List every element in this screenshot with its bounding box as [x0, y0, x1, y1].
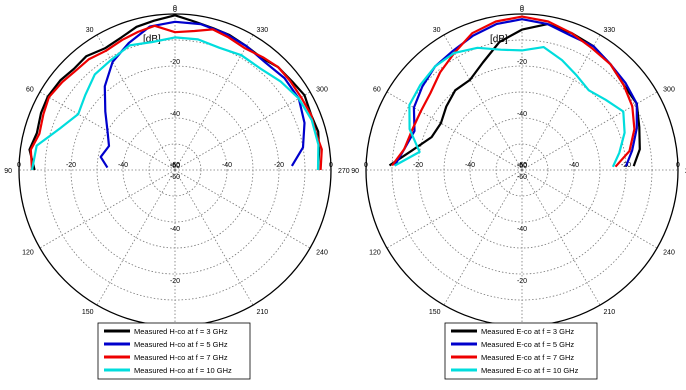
angle-tick-label: 30	[86, 27, 94, 34]
radial-tick-label: -40	[569, 162, 579, 169]
series-line	[393, 18, 638, 167]
legend-entry: Measured E-co at f = 3 GHz	[481, 327, 574, 336]
legend-entry: Measured E-co at f = 10 GHz	[481, 366, 579, 375]
grid-spoke	[521, 169, 601, 306]
angle-tick-label: 240	[663, 250, 675, 257]
angle-tick-label: 330	[257, 27, 269, 34]
angle-tick-label: 60	[373, 87, 381, 94]
radial-tick-label: -60	[517, 162, 527, 169]
radial-tick-label: -20	[170, 59, 180, 66]
radial-tick-label: -40	[222, 162, 232, 169]
grid-ring	[70, 65, 280, 275]
grid-spoke	[521, 169, 658, 249]
radial-tick-label: 0	[329, 162, 333, 169]
legend-entry: Measured E-co at f = 7 GHz	[481, 353, 574, 362]
radial-tick-label: -40	[517, 226, 527, 233]
radial-tick-label: 0	[676, 162, 680, 169]
angle-tick-label: 210	[604, 309, 616, 316]
radial-tick-label: -40	[170, 226, 180, 233]
grid-spoke	[386, 169, 523, 249]
radial-tick-label: -20	[517, 278, 527, 285]
angle-tick-label: 150	[429, 309, 441, 316]
radial-tick-label: -60	[170, 162, 180, 169]
radial-tick-label: 0	[17, 162, 21, 169]
radial-tick-label: -60	[170, 174, 180, 181]
radial-tick-label: -40	[170, 111, 180, 118]
polar-chart-2: 03060901201501802102402703003300000-20-2…	[351, 5, 686, 380]
grid-ring	[417, 65, 627, 275]
angle-tick-label: 90	[351, 168, 359, 175]
series-line	[28, 14, 321, 171]
radial-tick-label: -60	[517, 163, 527, 170]
angle-tick-label: 330	[604, 27, 616, 34]
angle-tick-label: 90	[4, 168, 12, 175]
angle-tick-label: 60	[26, 87, 34, 94]
radial-tick-label: -40	[465, 162, 475, 169]
radial-tick-label: -20	[170, 278, 180, 285]
angle-tick-label: 300	[316, 87, 328, 94]
legend-entry: Measured H-co at f = 5 GHz	[134, 340, 228, 349]
grid-spoke	[174, 169, 254, 306]
angle-tick-label: 120	[22, 250, 34, 257]
radial-tick-label: -20	[274, 162, 284, 169]
grid-spoke	[443, 34, 523, 171]
grid-spoke	[521, 91, 658, 171]
radial-tick-label: 0	[173, 7, 177, 14]
radial-tick-label: 0	[520, 7, 524, 14]
angle-tick-label: 300	[663, 87, 675, 94]
grid-spoke	[174, 169, 311, 249]
radial-tick-label: -60	[170, 162, 180, 169]
legend-entry: Measured H-co at f = 3 GHz	[134, 327, 228, 336]
grid-ring	[122, 117, 228, 223]
legend-entry: Measured E-co at f = 5 GHz	[481, 340, 574, 349]
grid-ring	[469, 117, 575, 223]
angle-tick-label: 240	[316, 250, 328, 257]
angle-tick-label: 0	[520, 5, 524, 12]
radial-tick-label: 0	[364, 162, 368, 169]
angle-tick-label: 120	[369, 250, 381, 257]
radial-tick-label: -20	[413, 162, 423, 169]
legend-entry: Measured H-co at f = 7 GHz	[134, 353, 228, 362]
series-line	[29, 24, 323, 171]
radial-tick-label: -40	[118, 162, 128, 169]
polar-chart-1: 03060901201501802102402703003300000-20-2…	[4, 5, 350, 380]
angle-tick-label: 30	[433, 27, 441, 34]
grid-spoke	[521, 34, 601, 171]
radial-unit-label: [dB]	[490, 34, 508, 45]
series-line	[99, 20, 306, 169]
series-line	[30, 36, 320, 171]
angle-tick-label: 270	[338, 168, 350, 175]
series-line	[388, 23, 641, 167]
grid-spoke	[174, 91, 311, 171]
grid-spoke	[96, 169, 176, 306]
angle-tick-label: 210	[257, 309, 269, 316]
legend-entry: Measured H-co at f = 10 GHz	[134, 366, 232, 375]
radial-tick-label: -60	[517, 162, 527, 169]
radial-tick-label: -60	[170, 163, 180, 170]
series-line	[391, 15, 636, 168]
radial-tick-label: -20	[66, 162, 76, 169]
radial-tick-label: -20	[517, 59, 527, 66]
radial-unit-label: [dB]	[143, 34, 161, 45]
grid-spoke	[39, 169, 176, 249]
angle-tick-label: 0	[173, 5, 177, 12]
grid-spoke	[174, 34, 254, 171]
radial-tick-label: -40	[517, 111, 527, 118]
angle-tick-label: 150	[82, 309, 94, 316]
grid-spoke	[96, 34, 176, 171]
grid-spoke	[443, 169, 523, 306]
series-line	[394, 46, 626, 168]
radial-tick-label: -60	[517, 174, 527, 181]
